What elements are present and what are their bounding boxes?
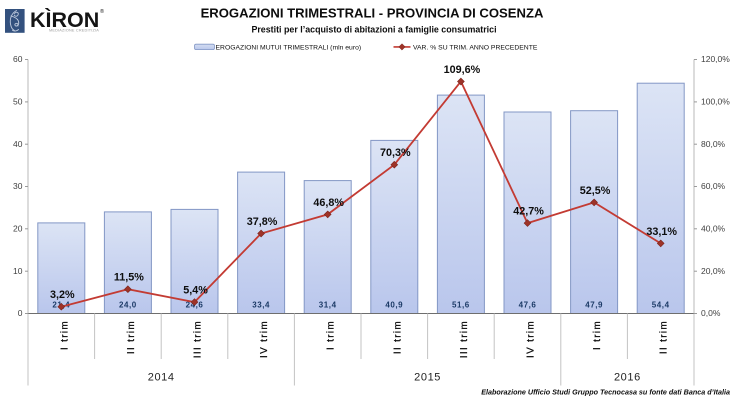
svg-text:20: 20 [13,223,23,233]
svg-text:30: 30 [13,181,23,191]
svg-text:33,1%: 33,1% [646,226,677,238]
svg-text:47,6: 47,6 [519,300,537,309]
svg-text:I trim: I trim [326,320,337,350]
svg-text:80,0%: 80,0% [701,139,726,149]
svg-text:33,4: 33,4 [252,300,270,309]
svg-text:0: 0 [18,308,23,318]
svg-text:EROGAZIONI TRIMESTRALI - PROVI: EROGAZIONI TRIMESTRALI - PROVINCIA DI CO… [201,6,544,21]
svg-text:MEDIAZIONE CREDITIZIA: MEDIAZIONE CREDITIZIA [49,29,99,33]
svg-text:EROGAZIONI MUTUI TRIMESTRALI (: EROGAZIONI MUTUI TRIMESTRALI (mln euro) [216,44,362,51]
svg-text:®: ® [100,8,104,15]
svg-text:IV trim: IV trim [526,320,537,358]
svg-text:10: 10 [13,266,23,276]
svg-text:40,0%: 40,0% [701,223,726,233]
svg-text:54,4: 54,4 [652,300,670,309]
svg-text:40: 40 [13,139,23,149]
svg-text:11,5%: 11,5% [114,272,144,284]
svg-text:60,0%: 60,0% [701,181,726,191]
svg-text:II trim: II trim [659,320,670,354]
svg-text:109,6%: 109,6% [444,64,481,76]
svg-text:31,4: 31,4 [319,300,337,309]
svg-text:II trim: II trim [126,320,137,354]
svg-text:5,4%: 5,4% [183,285,208,297]
svg-text:51,6: 51,6 [452,300,470,309]
svg-text:III trim: III trim [459,320,470,358]
svg-text:50: 50 [13,97,23,107]
svg-text:100,0%: 100,0% [701,97,730,107]
svg-text:I trim: I trim [59,320,70,350]
svg-text:2015: 2015 [414,372,441,384]
svg-text:37,8%: 37,8% [247,216,278,228]
svg-text:120,0%: 120,0% [701,54,730,64]
svg-text:46,8%: 46,8% [313,197,344,209]
svg-text:II trim: II trim [392,320,403,354]
svg-text:2014: 2014 [148,372,175,384]
svg-text:24,0: 24,0 [119,300,137,309]
svg-text:70,3%: 70,3% [380,147,411,159]
svg-text:60: 60 [13,54,23,64]
svg-text:42,7%: 42,7% [513,206,544,218]
svg-text:2016: 2016 [614,372,641,384]
svg-text:40,9: 40,9 [385,300,403,309]
svg-text:III trim: III trim [193,320,204,358]
svg-text:I trim: I trim [592,320,603,350]
svg-text:3,2%: 3,2% [50,289,75,301]
svg-text:VAR. % SU TRIM. ANNO PRECEDENT: VAR. % SU TRIM. ANNO PRECEDENTE [413,44,538,51]
svg-text:52,5%: 52,5% [580,185,611,197]
svg-text:KÌRON: KÌRON [30,7,99,32]
svg-text:0,0%: 0,0% [701,308,721,318]
svg-text:Prestiti per l’acquisto di abi: Prestiti per l’acquisto di abitazioni a … [251,25,496,35]
svg-text:47,9: 47,9 [585,300,603,309]
svg-text:20,0%: 20,0% [701,266,726,276]
svg-text:IV trim: IV trim [259,320,270,358]
svg-text:Elaborazione Ufficio Studi Gru: Elaborazione Ufficio Studi Gruppo Tecnoc… [481,388,730,397]
